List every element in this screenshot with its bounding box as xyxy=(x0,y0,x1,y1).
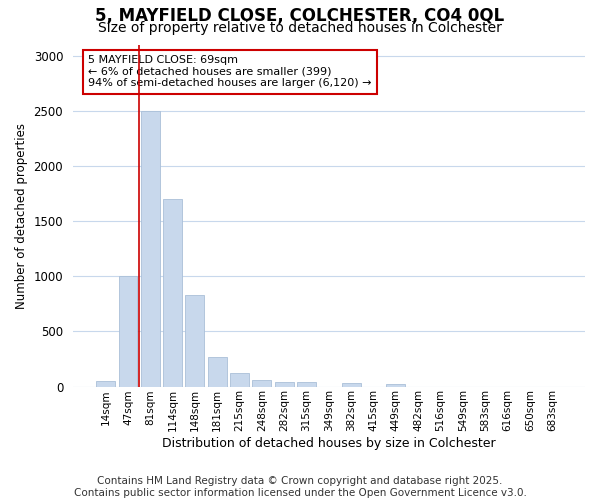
Bar xyxy=(163,199,182,386)
Bar xyxy=(230,373,249,386)
Text: Contains HM Land Registry data © Crown copyright and database right 2025.
Contai: Contains HM Land Registry data © Crown c… xyxy=(74,476,526,498)
Bar xyxy=(119,276,137,386)
X-axis label: Distribution of detached houses by size in Colchester: Distribution of detached houses by size … xyxy=(162,437,496,450)
Bar xyxy=(253,380,271,386)
Text: 5, MAYFIELD CLOSE, COLCHESTER, CO4 0QL: 5, MAYFIELD CLOSE, COLCHESTER, CO4 0QL xyxy=(95,8,505,26)
Bar xyxy=(141,111,160,386)
Bar xyxy=(275,382,294,386)
Bar xyxy=(185,295,205,386)
Bar xyxy=(386,384,406,386)
Bar xyxy=(342,383,361,386)
Text: 5 MAYFIELD CLOSE: 69sqm
← 6% of detached houses are smaller (399)
94% of semi-de: 5 MAYFIELD CLOSE: 69sqm ← 6% of detached… xyxy=(88,55,372,88)
Bar xyxy=(208,357,227,386)
Text: Size of property relative to detached houses in Colchester: Size of property relative to detached ho… xyxy=(98,21,502,35)
Bar xyxy=(96,381,115,386)
Bar xyxy=(297,382,316,386)
Y-axis label: Number of detached properties: Number of detached properties xyxy=(15,123,28,309)
